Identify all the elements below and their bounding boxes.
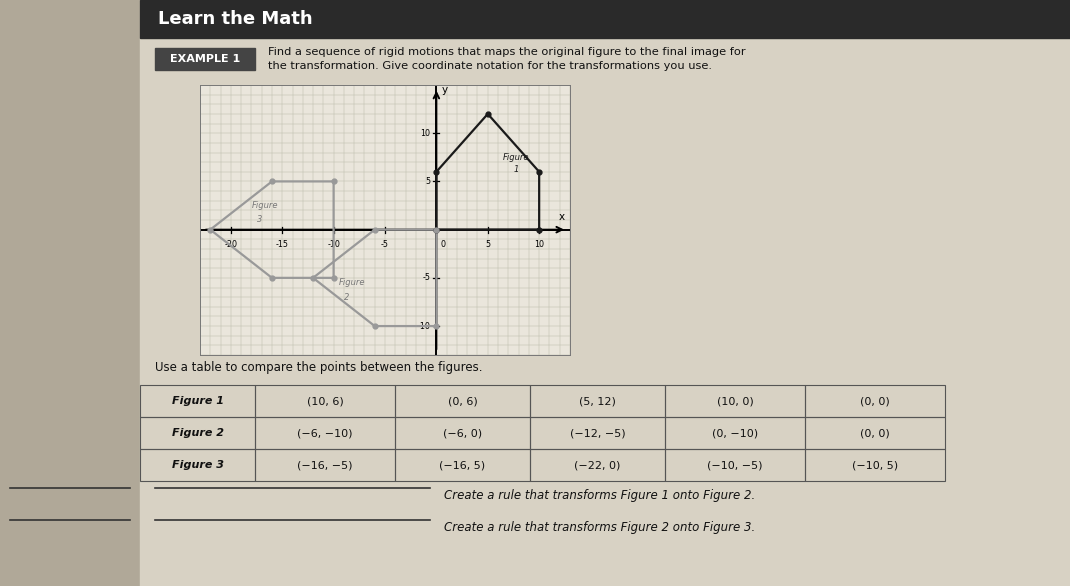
Text: 3: 3 <box>257 216 262 224</box>
Text: (−10, −5): (−10, −5) <box>707 460 763 470</box>
Text: -10: -10 <box>327 240 340 249</box>
Bar <box>140 0 1070 586</box>
Text: y: y <box>442 85 447 95</box>
Bar <box>530 385 664 417</box>
Text: 1: 1 <box>514 165 519 175</box>
Text: -15: -15 <box>276 240 289 249</box>
Text: 0: 0 <box>441 240 445 249</box>
Text: (0, 0): (0, 0) <box>860 428 890 438</box>
Bar <box>530 417 664 449</box>
Bar <box>255 385 395 417</box>
Bar <box>140 417 255 449</box>
Bar <box>255 417 395 449</box>
Bar <box>140 385 255 417</box>
Text: (−12, −5): (−12, −5) <box>569 428 625 438</box>
Text: (−16, −5): (−16, −5) <box>297 460 353 470</box>
Bar <box>395 449 530 481</box>
Bar <box>805 417 945 449</box>
Text: Figure: Figure <box>251 201 278 210</box>
Bar <box>395 417 530 449</box>
Text: EXAMPLE 1: EXAMPLE 1 <box>170 54 240 64</box>
Bar <box>664 449 805 481</box>
Text: Create a rule that transforms Figure 1 onto Figure 2.: Create a rule that transforms Figure 1 o… <box>444 489 755 503</box>
Text: (5, 12): (5, 12) <box>579 396 616 406</box>
Text: x: x <box>559 212 565 222</box>
Bar <box>140 0 1070 38</box>
Text: -5: -5 <box>381 240 389 249</box>
Text: 2: 2 <box>343 292 349 302</box>
Bar <box>255 449 395 481</box>
Text: 10: 10 <box>534 240 545 249</box>
Bar <box>805 385 945 417</box>
Text: -20: -20 <box>225 240 238 249</box>
Text: Create a rule that transforms Figure 2 onto Figure 3.: Create a rule that transforms Figure 2 o… <box>444 522 755 534</box>
Text: -5: -5 <box>423 273 430 282</box>
Text: (−6, −10): (−6, −10) <box>297 428 353 438</box>
Text: (0, 0): (0, 0) <box>860 396 890 406</box>
Text: Figure 1: Figure 1 <box>171 396 224 406</box>
Text: Figure: Figure <box>503 153 530 162</box>
Bar <box>395 385 530 417</box>
Text: (10, 6): (10, 6) <box>307 396 343 406</box>
Text: (−22, 0): (−22, 0) <box>575 460 621 470</box>
Bar <box>155 48 255 70</box>
Text: Use a table to compare the points between the figures.: Use a table to compare the points betwee… <box>155 362 483 374</box>
Text: -10: -10 <box>417 322 430 331</box>
Text: (−6, 0): (−6, 0) <box>443 428 483 438</box>
Bar <box>664 417 805 449</box>
Text: Figure: Figure <box>339 278 365 287</box>
Text: Find a sequence of rigid motions that maps the original figure to the final imag: Find a sequence of rigid motions that ma… <box>268 47 746 57</box>
Bar <box>805 449 945 481</box>
Text: (−16, 5): (−16, 5) <box>440 460 486 470</box>
Text: (−10, 5): (−10, 5) <box>852 460 898 470</box>
Text: 5: 5 <box>425 177 430 186</box>
Text: (10, 0): (10, 0) <box>717 396 753 406</box>
Text: Figure 3: Figure 3 <box>171 460 224 470</box>
Bar <box>140 449 255 481</box>
Text: 10: 10 <box>421 129 430 138</box>
Text: (0, 6): (0, 6) <box>447 396 477 406</box>
Bar <box>0 0 140 586</box>
Bar <box>530 449 664 481</box>
Text: Learn the Math: Learn the Math <box>158 10 312 28</box>
Text: (0, −10): (0, −10) <box>712 428 758 438</box>
Text: 5: 5 <box>485 240 490 249</box>
Text: the transformation. Give coordinate notation for the transformations you use.: the transformation. Give coordinate nota… <box>268 61 712 71</box>
Text: Figure 2: Figure 2 <box>171 428 224 438</box>
Bar <box>664 385 805 417</box>
